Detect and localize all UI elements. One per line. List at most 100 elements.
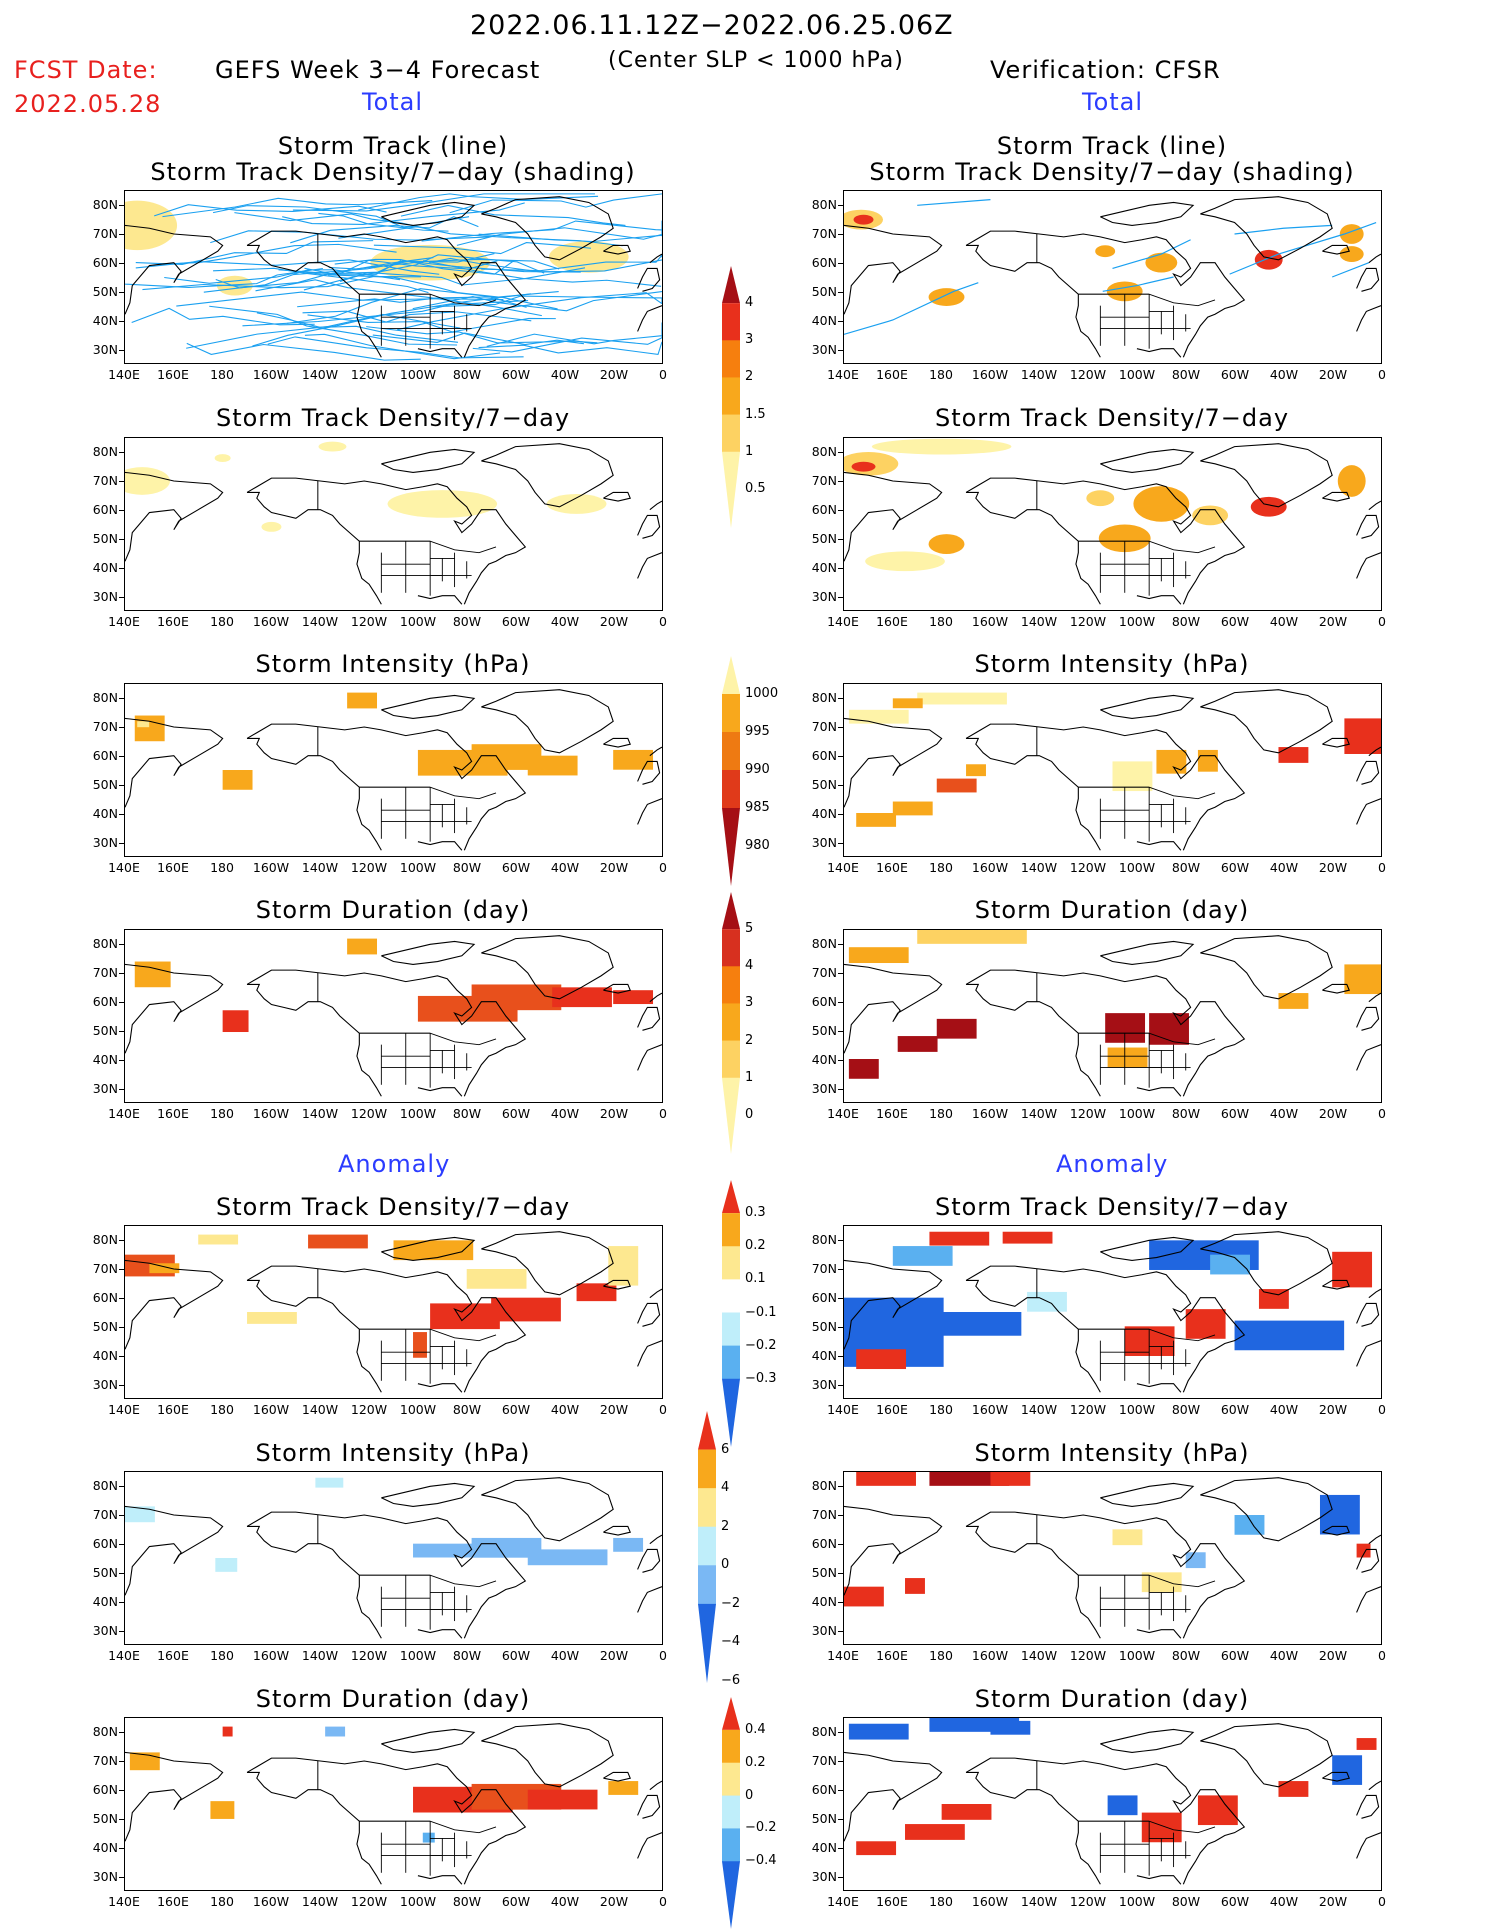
lat-label: 30N: [92, 1622, 118, 1638]
lon-label: 120W: [350, 860, 388, 875]
shaded-cell: [222, 1726, 233, 1737]
shaded-cell: [856, 1349, 907, 1370]
lon-label: 180: [210, 614, 234, 629]
colorbar-arrow-bottom: [722, 451, 740, 528]
lon-label: 60W: [1220, 367, 1250, 382]
state-boundary: [1078, 1328, 1216, 1342]
colorbar-label: 2: [745, 1032, 754, 1048]
lon-label: 0: [659, 367, 667, 382]
lon-label: 140E: [827, 1894, 859, 1909]
coastline: [1368, 992, 1381, 1003]
lat-label: 70N: [811, 1752, 837, 1768]
shaded-cell: [892, 698, 923, 709]
map-canvas: [844, 1718, 1381, 1885]
coastline: [381, 448, 476, 473]
lon-label: 160E: [157, 1402, 189, 1417]
shaded-cell: [1210, 1254, 1250, 1275]
panel-title-track-line-left: Storm Track (line): [277, 132, 509, 160]
lon-label: 120W: [350, 1106, 388, 1121]
lon-label: 40W: [1269, 1894, 1299, 1909]
left-total-label: Total: [362, 88, 424, 116]
coastline: [1322, 244, 1350, 255]
shaded-cell: [1234, 1515, 1265, 1535]
map-canvas: [125, 441, 662, 605]
coastline: [1356, 1548, 1380, 1573]
coastline: [965, 723, 1246, 851]
lat-label: 50N: [92, 1022, 118, 1038]
panel-title-intensity-anom-right: Storm Intensity (hPa): [974, 1439, 1250, 1467]
lat-tick: [119, 1355, 124, 1357]
coastline: [381, 694, 476, 719]
lat-label: 40N: [811, 559, 837, 575]
lon-label: 140W: [301, 1402, 339, 1417]
lon-label: 160E: [876, 614, 908, 629]
shaded-cell: [129, 1752, 160, 1771]
lat-tick: [838, 1030, 843, 1032]
shaded-cell: [608, 1781, 639, 1795]
lat-label: 50N: [92, 776, 118, 792]
coastline: [966, 1771, 1101, 1885]
lon-label: 60W: [501, 1648, 531, 1663]
lon-label: 140E: [108, 1402, 140, 1417]
lat-label: 60N: [811, 747, 837, 763]
colorbar-arrow-bottom: [698, 1603, 716, 1683]
lon-label: 80W: [1171, 367, 1201, 382]
lon-label: 180: [210, 1106, 234, 1121]
lat-label: 60N: [811, 993, 837, 1009]
storm-track-line: [400, 204, 626, 226]
lon-label: 60W: [501, 1106, 531, 1121]
storm-track-line: [303, 254, 545, 291]
coastline: [246, 1511, 527, 1639]
lon-label: 40W: [1269, 614, 1299, 629]
panel-title-density-shading-right: Storm Track Density/7−day (shading): [869, 158, 1355, 186]
colorbar-label: 990: [745, 762, 770, 777]
lat-label: 50N: [811, 1810, 837, 1826]
fcst-date-label: FCST Date:: [14, 56, 158, 84]
lat-tick: [119, 1326, 124, 1328]
coastline: [1136, 841, 1182, 851]
coastline: [603, 983, 631, 994]
storm-track-line: [154, 204, 387, 217]
lat-tick: [119, 1059, 124, 1061]
storm-track-line: [186, 313, 461, 349]
panel-title-intensity-right: Storm Intensity (hPa): [974, 650, 1250, 678]
lat-tick: [838, 233, 843, 235]
lon-label: 100W: [399, 1402, 437, 1417]
lon-label: 100W: [1118, 1894, 1156, 1909]
lon-label: 140E: [108, 1894, 140, 1909]
colorbar-label: 985: [745, 800, 770, 815]
lon-label: 60W: [1220, 1648, 1250, 1663]
colorbar-label: 1: [745, 1069, 754, 1085]
lon-label: 80W: [452, 1894, 482, 1909]
lat-label: 60N: [811, 254, 837, 270]
shaded-cell: [613, 749, 654, 770]
shaded-cell: [422, 1832, 435, 1843]
map-panel-l2: [124, 437, 663, 611]
coastline: [417, 1629, 463, 1639]
coastline: [1100, 694, 1195, 719]
coastline: [1356, 1006, 1380, 1031]
lon-label: 160W: [252, 1894, 290, 1909]
lon-label: 20W: [1318, 1894, 1348, 1909]
density-contour: [871, 438, 1012, 455]
lon-label: 40W: [550, 367, 580, 382]
lat-label: 50N: [92, 283, 118, 299]
lon-label: 0: [1378, 860, 1386, 875]
storm-track-line: [449, 193, 662, 214]
shaded-cell: [897, 1036, 938, 1052]
shaded-cell: [1356, 1738, 1377, 1750]
coastline: [1356, 1794, 1380, 1819]
lat-label: 30N: [811, 588, 837, 604]
coastline: [1368, 1288, 1381, 1299]
colorbar-arrow-top: [698, 1411, 716, 1450]
coastline: [247, 1771, 382, 1885]
coastline: [1200, 689, 1333, 754]
lat-label: 40N: [92, 312, 118, 328]
date-range-title: 2022.06.11.12Z−2022.06.25.06Z: [470, 10, 954, 41]
lat-label: 30N: [811, 1080, 837, 1096]
density-contour: [261, 521, 282, 532]
map-panel-l1: [124, 190, 663, 364]
lat-tick: [838, 567, 843, 569]
colorbar-segment: [722, 1828, 740, 1862]
lon-label: 100W: [399, 614, 437, 629]
